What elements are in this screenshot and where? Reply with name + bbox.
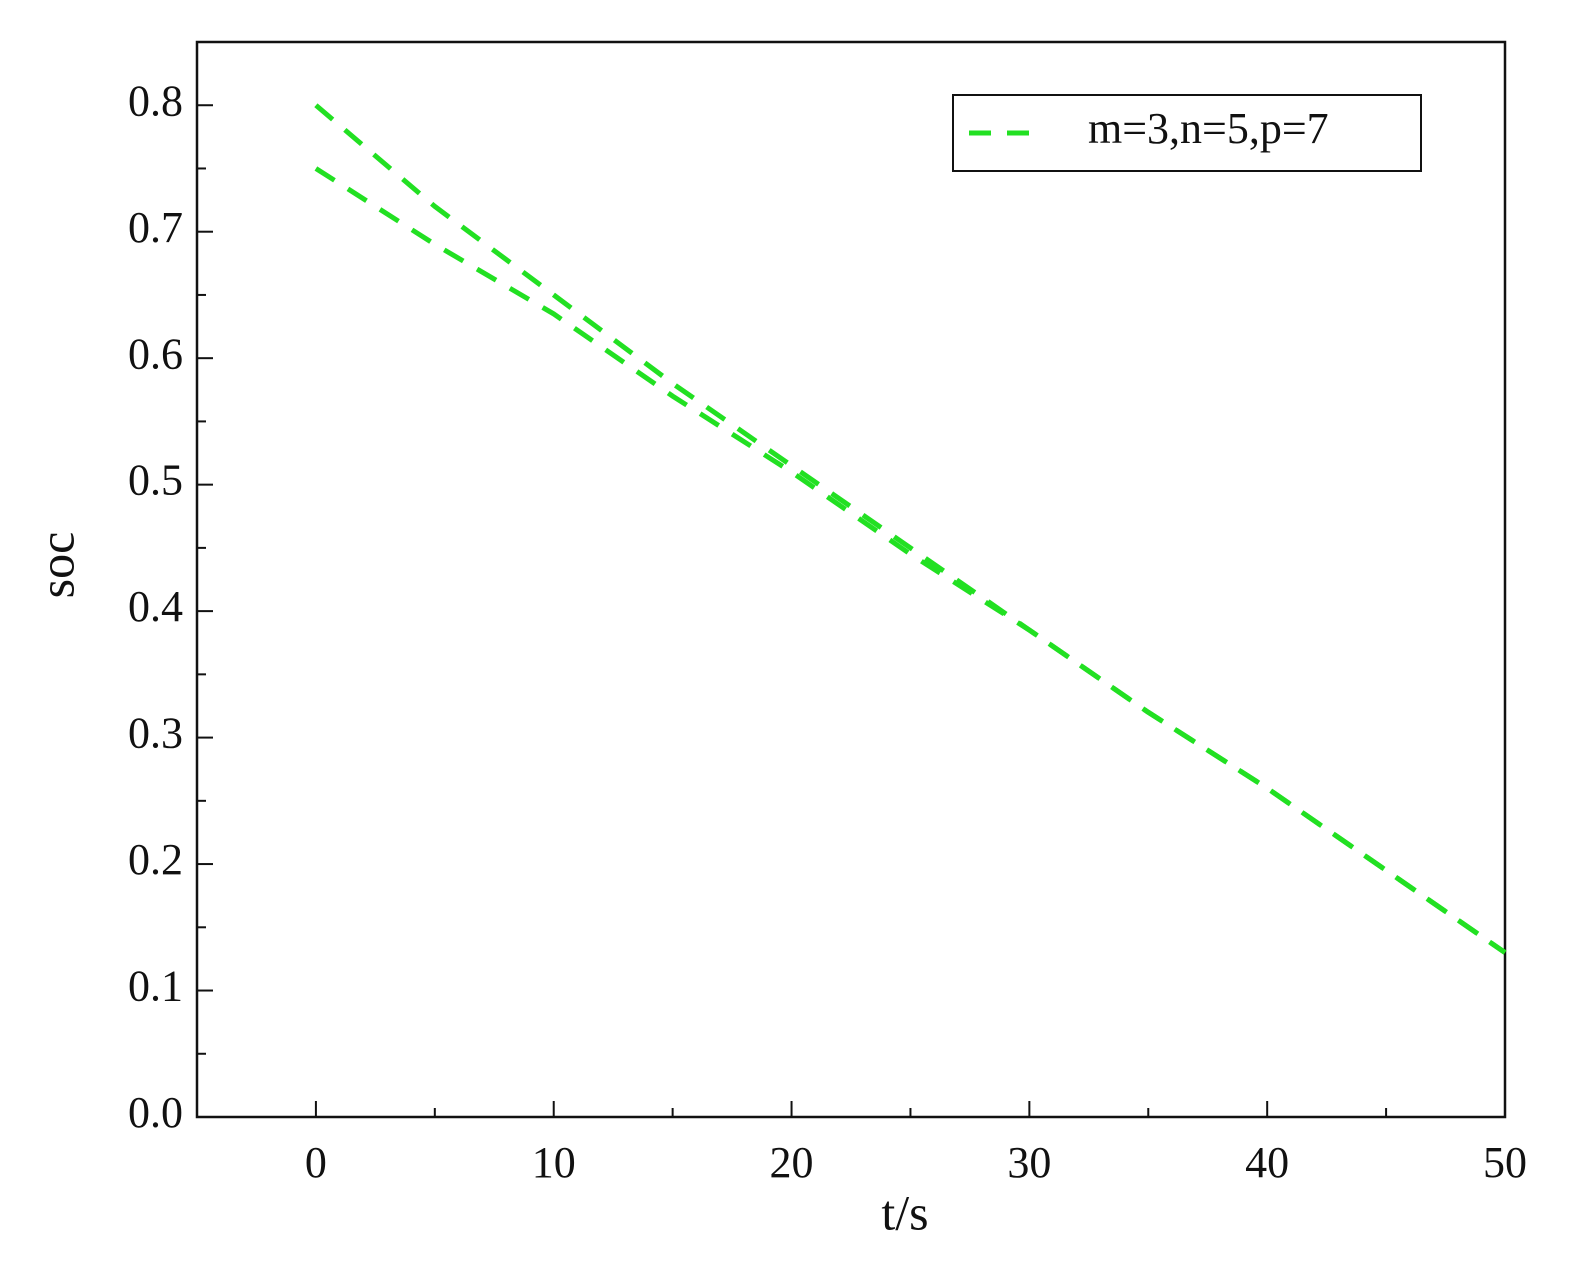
y-tick-label: 0.5 <box>128 456 183 505</box>
x-tick-label: 20 <box>770 1138 814 1187</box>
y-axis-title: soc <box>28 532 84 599</box>
series-line <box>314 103 1507 955</box>
plot-frame <box>195 40 1507 1119</box>
y-tick-label: 0.4 <box>128 582 183 631</box>
y-tick-label: 0.6 <box>128 329 183 378</box>
x-tick-label: 40 <box>1245 1138 1289 1187</box>
x-axis-title: t/s <box>881 1184 928 1240</box>
y-tick-label: 0.8 <box>128 76 183 125</box>
y-tick-label: 0.7 <box>128 203 183 252</box>
x-tick-label: 30 <box>1007 1138 1051 1187</box>
y-tick-label: 0.3 <box>128 709 183 758</box>
y-tick-label: 0.2 <box>128 835 183 884</box>
series-line <box>314 166 1507 955</box>
y-tick-label: 0.0 <box>128 1088 183 1137</box>
x-tick-label: 50 <box>1483 1138 1527 1187</box>
x-tick-label: 0 <box>305 1138 327 1187</box>
y-tick-label: 0.1 <box>128 962 183 1011</box>
legend-box <box>952 94 1422 172</box>
x-tick-label: 10 <box>532 1138 576 1187</box>
legend-label: m=3,n=5,p=7 <box>1088 104 1329 153</box>
